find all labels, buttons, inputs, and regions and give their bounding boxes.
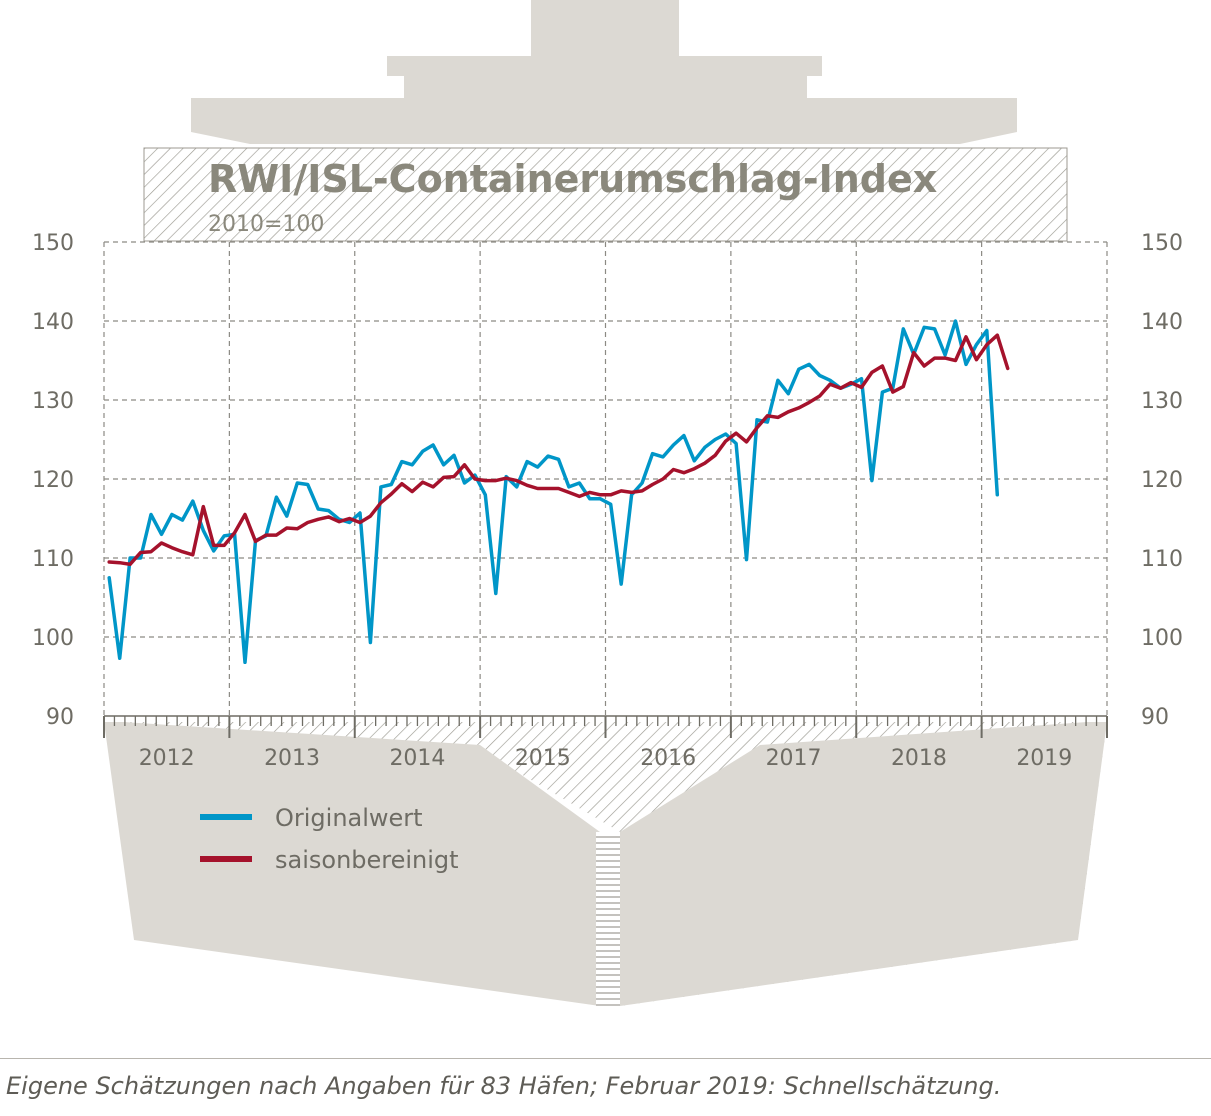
ship-decoration bbox=[104, 0, 1107, 1006]
x-axis: 2012 2013 2014 2015 2016 2017 2018 2019 bbox=[103, 715, 1108, 771]
legend-label-saisonbereinigt: saisonbereinigt bbox=[275, 846, 459, 874]
x-tick-label-year: 2012 bbox=[139, 746, 195, 771]
legend-label-originalwert: Originalwert bbox=[275, 804, 423, 832]
x-tick-label-year: 2015 bbox=[515, 746, 571, 771]
chart: RWI/ISL-Containerumschlag-Index 2010=100… bbox=[32, 0, 1183, 1006]
series-lines bbox=[107, 319, 1010, 665]
y-tick-label-right: 150 bbox=[1141, 231, 1183, 256]
x-tick-label-year: 2019 bbox=[1016, 746, 1072, 771]
y-tick-label-right: 110 bbox=[1141, 547, 1183, 572]
y-tick-label-right: 90 bbox=[1141, 705, 1169, 730]
x-tick-label-year: 2016 bbox=[640, 746, 696, 771]
x-tick-label-year: 2013 bbox=[264, 746, 320, 771]
y-tick-label-right: 130 bbox=[1141, 389, 1183, 414]
x-tick-label-year: 2017 bbox=[766, 746, 822, 771]
y-axis-left: 90 100 110 120 130 140 150 bbox=[32, 231, 74, 730]
y-tick-label-left: 100 bbox=[32, 626, 74, 651]
y-tick-label-right: 120 bbox=[1141, 468, 1183, 493]
series-line-saisonbereinigt bbox=[107, 333, 1010, 567]
x-tick-label-year: 2014 bbox=[389, 746, 445, 771]
divider-line bbox=[0, 1058, 1211, 1059]
y-tick-label-left: 130 bbox=[32, 389, 74, 414]
y-tick-label-left: 140 bbox=[32, 310, 74, 335]
chart-subtitle: 2010=100 bbox=[208, 212, 324, 237]
y-axis-right: 90 100 110 120 130 140 150 bbox=[1141, 231, 1183, 730]
source-note: Eigene Schätzungen nach Angaben für 83 H… bbox=[6, 1072, 1002, 1100]
y-tick-label-left: 150 bbox=[32, 231, 74, 256]
y-tick-label-left: 90 bbox=[46, 705, 74, 730]
y-tick-label-left: 120 bbox=[32, 468, 74, 493]
y-tick-label-right: 100 bbox=[1141, 626, 1183, 651]
y-tick-label-left: 110 bbox=[32, 547, 74, 572]
legend: Originalwert saisonbereinigt bbox=[200, 804, 459, 874]
y-tick-label-right: 140 bbox=[1141, 310, 1183, 335]
chart-title: RWI/ISL-Containerumschlag-Index bbox=[208, 157, 937, 201]
x-tick-label-year: 2018 bbox=[891, 746, 947, 771]
